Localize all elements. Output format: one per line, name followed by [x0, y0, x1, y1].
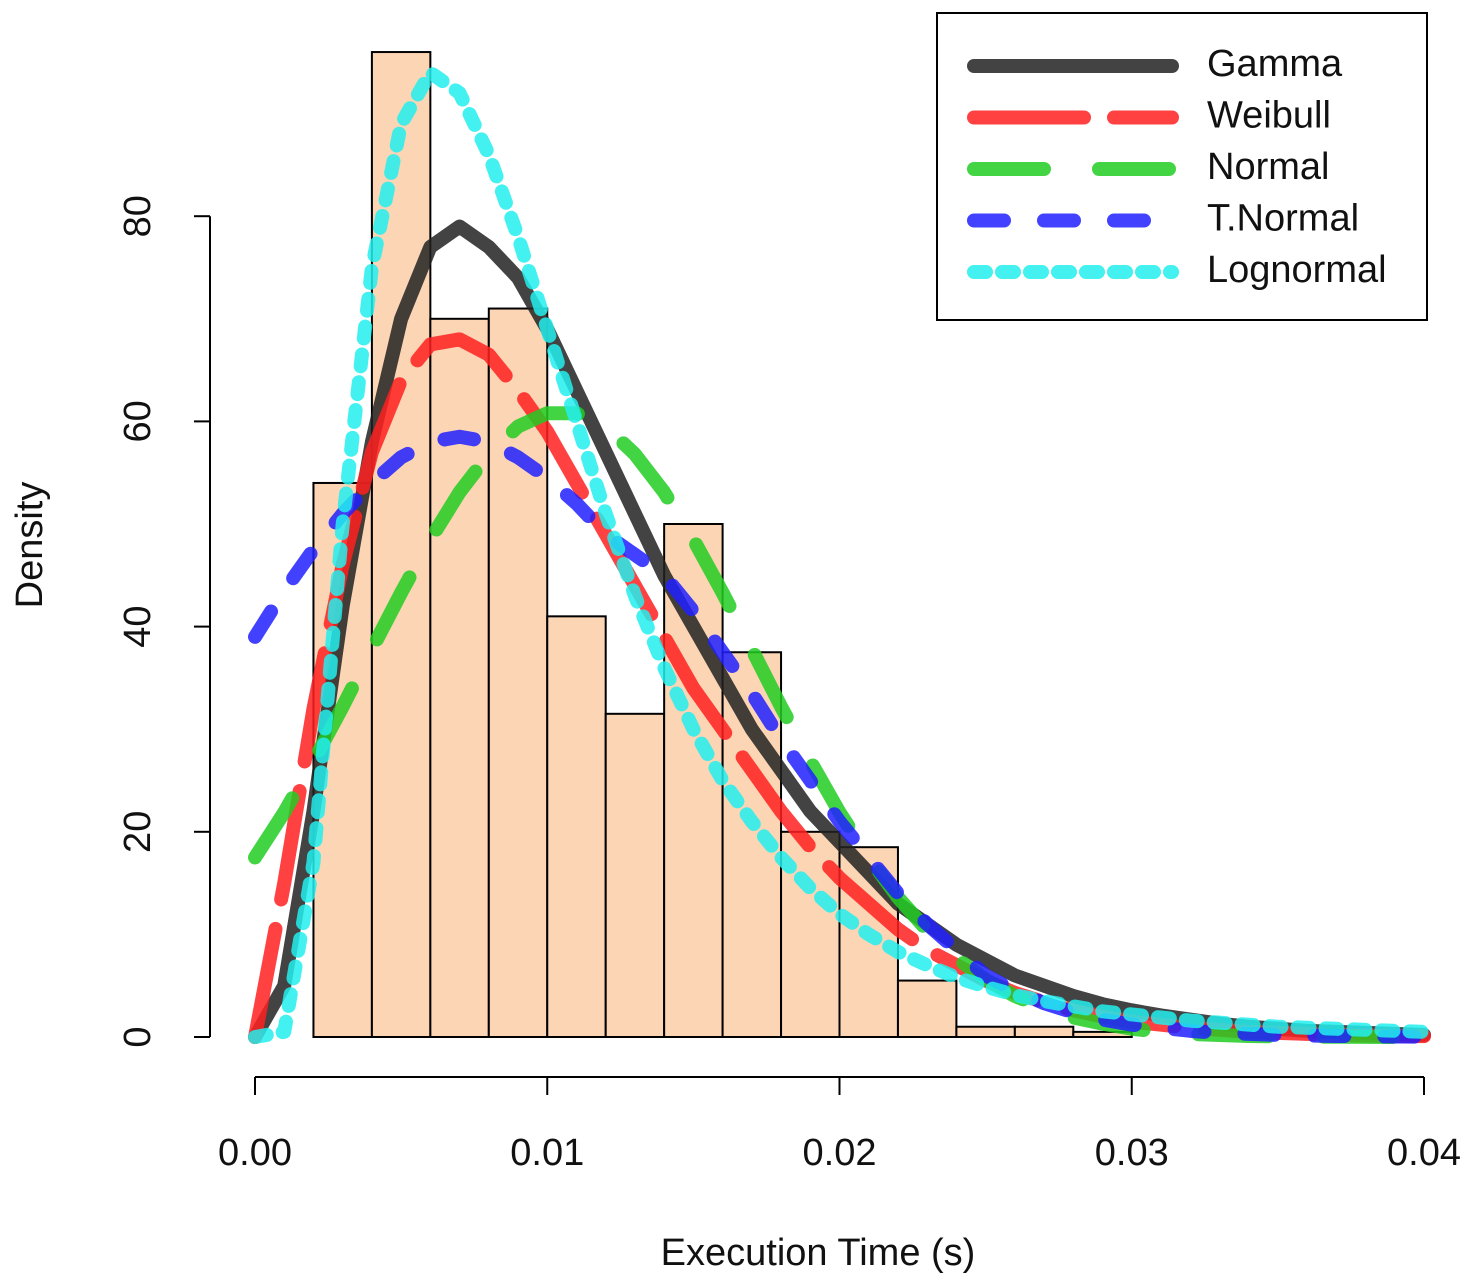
x-tick-label: 0.00: [218, 1132, 292, 1174]
x-axis-title: Execution Time (s): [661, 1232, 976, 1274]
y-tick-label: 40: [117, 605, 159, 647]
x-tick-label: 0.01: [510, 1132, 584, 1174]
legend-label: Gamma: [1207, 43, 1343, 85]
legend-label: Normal: [1207, 146, 1329, 188]
legend-label: T.Normal: [1207, 198, 1359, 240]
x-tick-label: 0.02: [803, 1132, 877, 1174]
histogram-bar: [955, 1025, 1016, 1038]
x-tick-label: 0.03: [1095, 1132, 1169, 1174]
histogram-bar: [1013, 1025, 1075, 1038]
histogram-bar: [429, 317, 490, 1038]
y-tick-label: 0: [117, 1026, 159, 1047]
x-tick-label: 0.04: [1387, 1132, 1461, 1174]
density-curve: [248, 429, 1431, 1044]
y-tick-label: 80: [117, 195, 159, 237]
histogram-bar: [604, 712, 666, 1038]
y-axis-title: Density: [9, 482, 51, 609]
histogram-bar: [896, 979, 958, 1039]
density-curve: [248, 65, 1431, 1044]
y-tick-label: 60: [117, 400, 159, 442]
legend-label: Lognormal: [1207, 249, 1387, 291]
histogram-bar: [546, 615, 607, 1039]
legend-label: Weibull: [1207, 95, 1331, 137]
y-tick-label: 20: [117, 811, 159, 853]
